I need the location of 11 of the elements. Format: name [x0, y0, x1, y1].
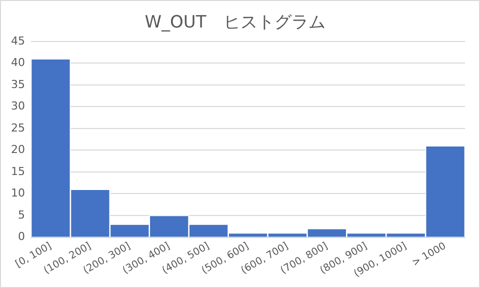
y-tick-label: 10 [10, 186, 25, 200]
y-tick-label: 45 [10, 34, 25, 48]
y-tick-label: 35 [10, 78, 25, 91]
chart-title: W_OUT ヒストグラム [144, 12, 326, 33]
y-tick-label: 15 [10, 164, 25, 178]
y-tick-label: 30 [10, 100, 25, 113]
y-tick-label: 5 [18, 208, 25, 222]
y-tick-label: 0 [18, 230, 25, 244]
y-tick-label: 40 [10, 56, 25, 70]
y-tick-label: 25 [10, 121, 25, 134]
y-tick-label: 20 [10, 143, 25, 156]
